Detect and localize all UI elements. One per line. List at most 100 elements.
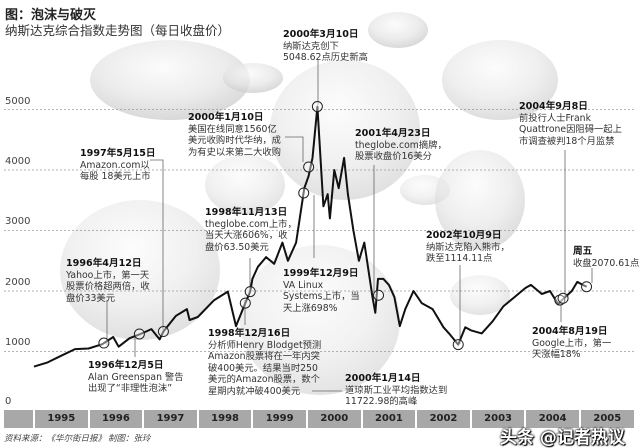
annotation-date: 2004年8月19日 — [532, 326, 608, 337]
chart-title: 图：泡沫与破灭 — [5, 8, 97, 23]
annotation-text: 为有史以来第二大收购 — [188, 146, 281, 158]
annotation-text: Google上市，第一 — [532, 337, 612, 349]
nasdaq-line — [33, 105, 588, 368]
y-tick-label: 0 — [5, 396, 12, 407]
annotation-text: Quattrone因阻碍一起上 — [519, 124, 622, 136]
annotation-text: 纳斯达克创下 — [283, 40, 339, 52]
annotation-text: 当天大涨606%，收 — [205, 230, 288, 242]
leader-lines — [106, 60, 593, 392]
annotation-date: 2004年9月8日 — [519, 101, 588, 112]
annotation-text: 股票收盘价16美分 — [355, 151, 432, 163]
annotation-text: 收盘2070.61点 — [573, 257, 640, 269]
annotation-text: 破400美元。结果当时250 — [208, 362, 318, 374]
annotation-date: 1996年12月5日 — [88, 360, 164, 371]
annotation-text: theglobe.com上市， — [205, 218, 297, 230]
annotation: 2000年1月14日 道琼斯工业平均指数达到 11722.98的高峰 — [345, 373, 447, 408]
y-tick-label: 2000 — [5, 277, 31, 288]
annotation-date: 1997年5月15日 — [80, 148, 156, 159]
decorative-bubbles — [60, 12, 558, 395]
annotation-text: Alan Greenspan 警告 — [88, 371, 184, 383]
annotation: 2000年1月10日 美国在线同意1560亿 美元收购时代华纳，成 为有史以来第二大收… — [188, 112, 281, 158]
event-marker — [298, 187, 310, 199]
annotation-text: 股票价格超两倍，收 — [66, 281, 150, 293]
annotation-text: Yahoo上市，第一天 — [66, 269, 150, 281]
event-marker — [311, 101, 323, 113]
x-tick-label: 2003 — [471, 410, 525, 428]
annotation: 周五 收盘2070.61点 — [573, 246, 639, 269]
annotation-date: 2002年10月9日 — [426, 230, 502, 241]
annotation-text: 美国在线同意1560亿 — [188, 123, 277, 135]
y-tick-label: 4000 — [5, 156, 31, 167]
annotation-text: 道琼斯工业平均指数达到 — [345, 384, 448, 396]
annotation: 2002年10月9日 纳斯达克陷入熊市， 跌至1114.11点 — [426, 230, 510, 265]
annotation-date: 1998年11月13日 — [205, 207, 288, 218]
annotation-text: Amazon股票将在一年内突 — [208, 351, 320, 363]
annotation-text: 5048.62点历史新高 — [283, 52, 368, 64]
annotation-date: 2000年3月10日 — [283, 29, 359, 40]
annotation-text: 出现了“非理性泡沫” — [88, 383, 173, 395]
x-tick-label: 1998 — [198, 410, 252, 428]
annotation-text: 市调查被判18个月监禁 — [519, 135, 615, 147]
x-tick-label: 1997 — [144, 410, 197, 428]
x-tick-label: 2005 — [581, 410, 634, 428]
annotation: 2004年9月8日 前投行人士Frank Quattrone因阻碍一起上 市调查被判1… — [519, 101, 622, 147]
annotation: 2004年8月19日 Google上市，第一 天涨幅18% — [532, 326, 611, 361]
annotation-text: 分析师Henry Blodget预测 — [208, 339, 322, 351]
annotation-date: 2000年1月14日 — [345, 373, 421, 384]
watermark: 头条 @记者热议 — [500, 428, 625, 448]
x-tick-label: 2001 — [362, 410, 416, 428]
x-tick-label: 1999 — [253, 410, 306, 428]
event-marker — [239, 297, 251, 309]
annotation-date: 2000年1月10日 — [188, 112, 264, 123]
x-tick-label: 2002 — [417, 410, 470, 428]
y-tick-label: 5000 — [5, 96, 31, 107]
annotation-text: VA Linux — [283, 279, 324, 291]
source-note: 资料来源：《华尔街日报》 — [4, 434, 107, 444]
event-marker — [157, 326, 169, 338]
year-cell-empty — [4, 410, 33, 428]
annotation-text: 星期内就冲破400美元 — [208, 385, 301, 397]
y-tick-label: 1000 — [5, 337, 31, 348]
event-marker — [133, 328, 145, 340]
annotation-text: 天上涨698% — [283, 302, 338, 314]
annotation-text: 盘价33美元 — [66, 292, 116, 304]
annotation-text: 11722.98的高峰 — [345, 396, 418, 408]
annotation-text: 美元的Amazon股票，数个 — [208, 374, 320, 386]
chart-subtitle: 纳斯达克综合指数走势图（每日收盘价） — [5, 23, 231, 38]
annotation-text: Amazon.com以 — [80, 159, 150, 171]
annotation-text: 每股 18美元上市 — [80, 171, 151, 183]
event-marker — [303, 161, 315, 173]
x-tick-label: 1995 — [35, 410, 88, 428]
annotation-text: 美元收购时代华纳，成 — [188, 135, 281, 147]
annotation-text: 盘价63.50美元 — [205, 241, 269, 253]
annotation: 1997年5月15日 Amazon.com以 每股 18美元上市 — [80, 148, 156, 183]
annotation: 2001年4月23日 theglobe.com摘牌， 股票收盘价16美分 — [355, 128, 447, 163]
annotation-date: 1996年4月12日 — [66, 258, 142, 269]
annotation-date: 1998年12月16日 — [208, 328, 291, 339]
annotation-text: 跌至1114.11点 — [426, 253, 493, 265]
event-marker — [244, 286, 256, 298]
annotation: 1996年4月12日 Yahoo上市，第一天 股票价格超两倍，收 盘价33美元 — [66, 258, 150, 304]
annotation: 2000年3月10日 纳斯达克创下 5048.62点历史新高 — [283, 29, 368, 64]
annotation-text: 前投行人士Frank — [519, 112, 591, 124]
annotation-text: 纳斯达克陷入熊市， — [426, 241, 510, 253]
annotation: 1998年11月13日 theglobe.com上市， 当天大涨606%，收 盘价63… — [205, 207, 297, 253]
event-marker — [581, 281, 593, 293]
event-marker — [98, 337, 110, 349]
annotation-date: 周五 — [573, 246, 593, 257]
event-marker — [452, 339, 464, 351]
annotation-date: 2001年4月23日 — [355, 128, 431, 139]
x-tick-label: 2000 — [308, 410, 361, 428]
annotation-text: theglobe.com摘牌， — [355, 139, 447, 151]
annotation-text: 天涨幅18% — [532, 349, 581, 361]
annotation-text: Systems上市，当 — [283, 291, 360, 303]
event-marker — [557, 292, 569, 304]
credit-note: 制图：张玲 — [108, 434, 151, 444]
annotation: 1999年12月9日 VA Linux Systems上市，当 天上涨698% — [283, 268, 360, 314]
event-marker — [373, 289, 385, 301]
y-tick-label: 3000 — [5, 216, 31, 227]
x-tick-label: 2004 — [526, 410, 579, 428]
annotation-date: 1999年12月9日 — [283, 268, 359, 279]
annotation: 1996年12月5日 Alan Greenspan 警告 出现了“非理性泡沫” — [88, 360, 184, 395]
